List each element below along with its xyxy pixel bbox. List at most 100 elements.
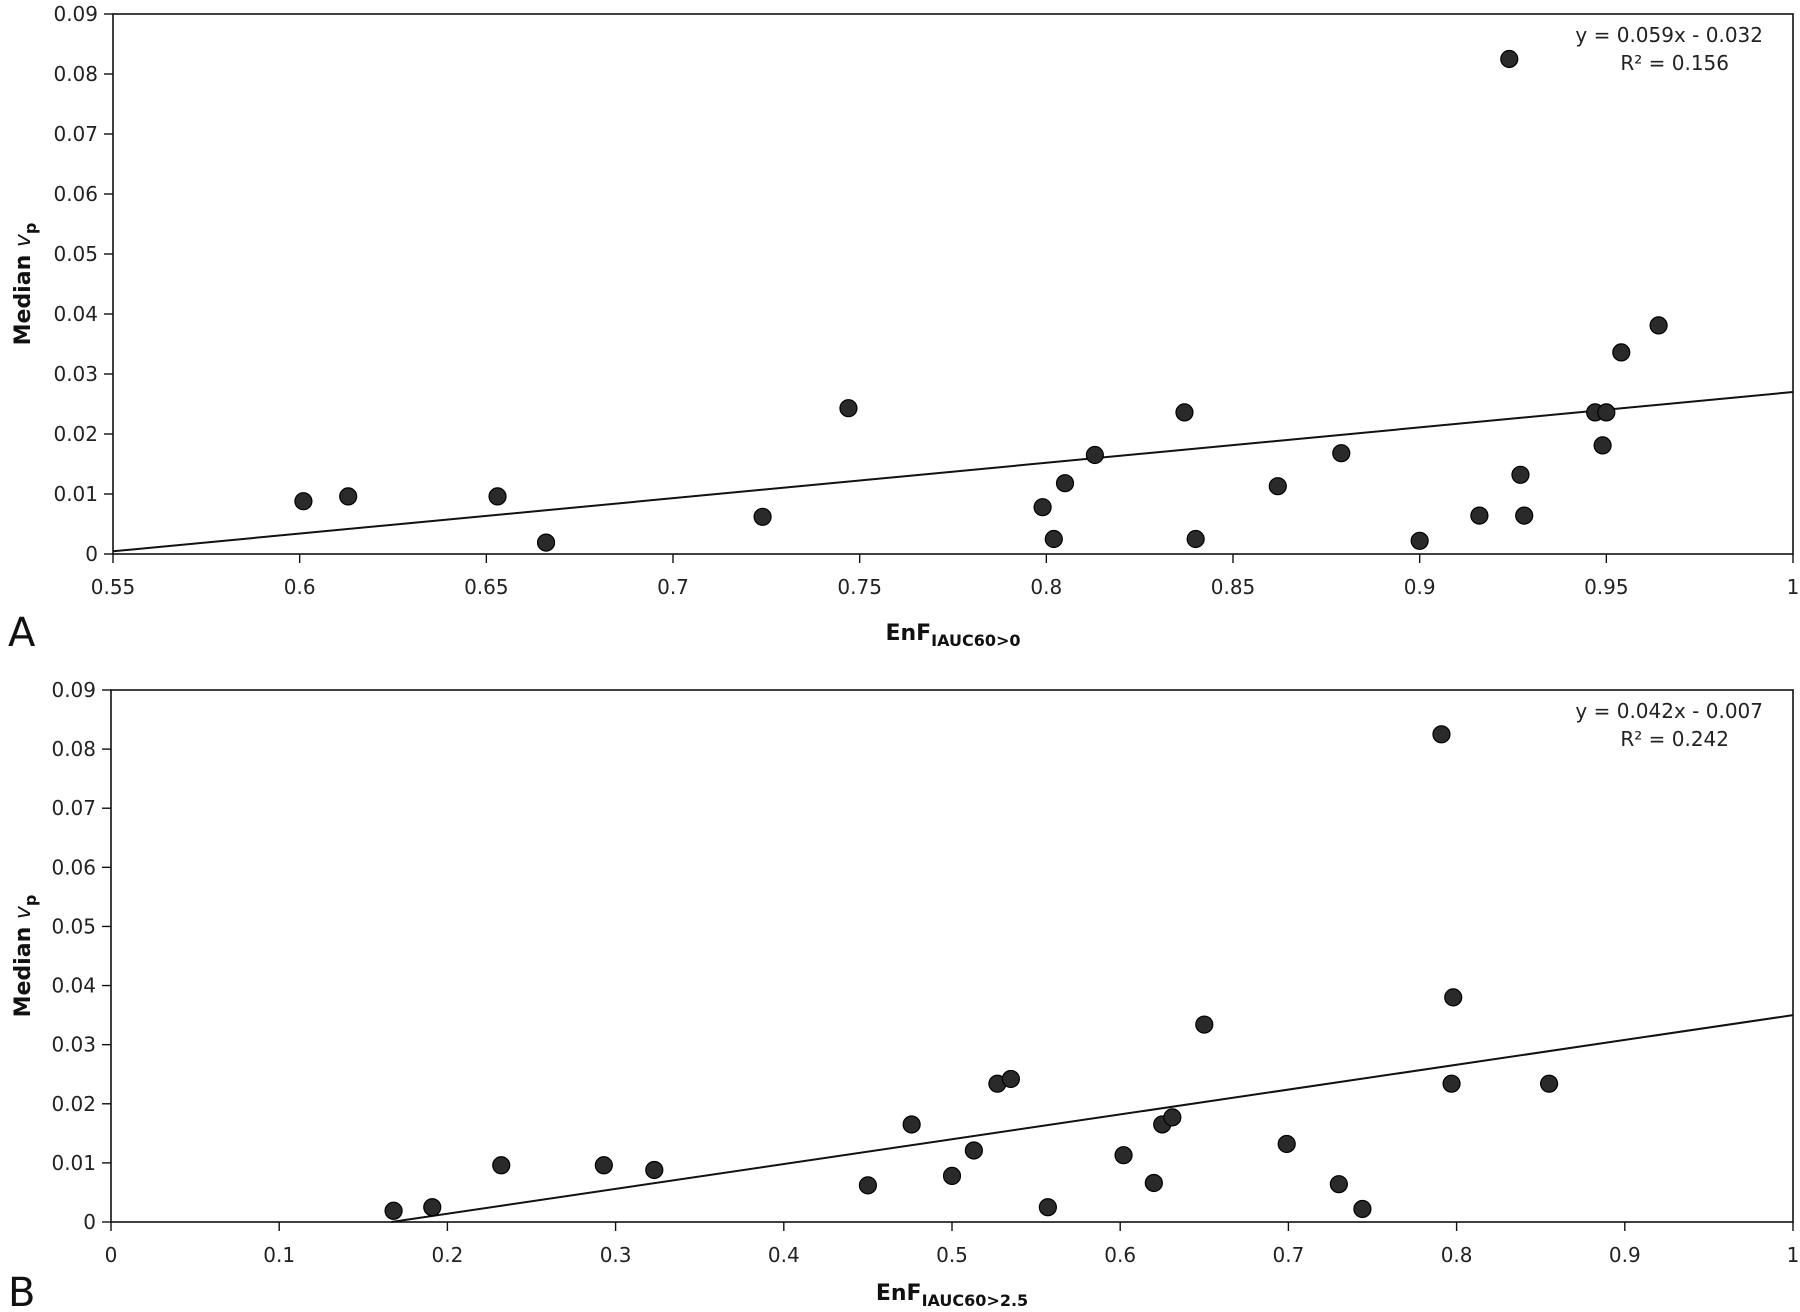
data-point bbox=[1649, 316, 1668, 335]
y-axis-title-sub: p bbox=[21, 895, 40, 906]
y-tick-label: 0.01 bbox=[53, 482, 98, 506]
x-tick-label: 0.5 bbox=[936, 1243, 968, 1267]
r-squared-label: R² = 0.242 bbox=[1620, 727, 1729, 751]
y-tick-label: 0.04 bbox=[51, 974, 96, 998]
data-point bbox=[536, 533, 556, 552]
data-point bbox=[1175, 403, 1194, 422]
x-tick-label: 0.3 bbox=[600, 1243, 632, 1267]
data-point bbox=[1033, 498, 1052, 517]
y-axis-title-main: Median bbox=[11, 919, 36, 1017]
r-squared-label: R² = 0.156 bbox=[1620, 51, 1729, 75]
trendline bbox=[112, 391, 1794, 553]
data-point bbox=[488, 487, 507, 506]
data-point bbox=[594, 1156, 613, 1175]
data-point bbox=[1114, 1146, 1133, 1165]
y-tick-label: 0.09 bbox=[51, 678, 96, 702]
data-point bbox=[492, 1156, 511, 1175]
y-tick-label: 0.06 bbox=[53, 182, 98, 206]
y-tick-label: 0 bbox=[85, 542, 98, 566]
trendline-equation: y = 0.042x - 0.007 bbox=[1575, 699, 1763, 723]
data-point bbox=[902, 1115, 921, 1134]
data-point bbox=[1515, 506, 1534, 525]
x-axis-title-main: EnF bbox=[885, 621, 931, 646]
data-point bbox=[423, 1198, 442, 1217]
data-point bbox=[1277, 1134, 1296, 1154]
x-tick-label: 0.95 bbox=[1584, 575, 1629, 599]
data-point bbox=[1329, 1175, 1348, 1194]
data-point bbox=[1432, 725, 1451, 744]
x-tick-label: 0.8 bbox=[1030, 575, 1062, 599]
x-tick-label: 0.7 bbox=[657, 575, 689, 599]
data-point bbox=[1085, 445, 1104, 465]
y-axis-title-var: v bbox=[11, 233, 36, 247]
data-point bbox=[294, 492, 313, 511]
y-axis-title: Median vp bbox=[11, 895, 40, 1018]
data-point bbox=[1500, 49, 1519, 69]
x-axis-title-sub: IAUC60>2.5 bbox=[922, 1291, 1029, 1310]
data-point bbox=[1186, 529, 1205, 549]
y-tick-label: 0.08 bbox=[53, 62, 98, 86]
x-tick-label: 0.6 bbox=[284, 575, 316, 599]
data-point bbox=[1001, 1069, 1020, 1089]
x-tick-label: 1 bbox=[1787, 575, 1800, 599]
y-tick-label: 0.05 bbox=[53, 242, 98, 266]
data-point bbox=[1332, 444, 1351, 463]
y-axis-title: Median vp bbox=[11, 223, 40, 346]
x-tick-label: 0.9 bbox=[1404, 575, 1436, 599]
trendline-equation: y = 0.059x - 0.032 bbox=[1575, 23, 1763, 47]
x-axis-title: EnFIAUC60>0 bbox=[885, 621, 1020, 650]
data-point bbox=[384, 1201, 403, 1220]
data-point bbox=[1470, 506, 1489, 525]
y-tick-label: 0.05 bbox=[51, 914, 96, 938]
y-tick-label: 0 bbox=[83, 1210, 96, 1234]
chart-panel-b: 0 0.01 0.02 0.03 0.04 0.05 0.06 0.07 0.08 0.09 0 0.… bbox=[8, 678, 1799, 1312]
y-tick-label: 0.03 bbox=[51, 1033, 96, 1057]
data-point bbox=[753, 507, 772, 526]
x-tick-label: 0.7 bbox=[1272, 1243, 1304, 1267]
x-tick-label: 1 bbox=[1787, 1243, 1800, 1267]
y-axis-title-var: v bbox=[11, 905, 36, 919]
panel-label: A bbox=[8, 610, 36, 656]
y-tick-label: 0.07 bbox=[51, 796, 96, 820]
data-point bbox=[645, 1160, 664, 1180]
data-point bbox=[1511, 465, 1530, 484]
y-tick-label: 0.02 bbox=[53, 422, 98, 446]
y-tick-label: 0.09 bbox=[53, 2, 98, 26]
y-tick-label: 0.03 bbox=[53, 362, 98, 386]
data-point bbox=[1055, 474, 1075, 493]
data-point bbox=[1038, 1198, 1057, 1217]
y-tick-label: 0.06 bbox=[51, 855, 96, 879]
data-point bbox=[1410, 531, 1429, 550]
data-point bbox=[1353, 1199, 1372, 1219]
x-tick-label: 0.65 bbox=[464, 575, 509, 599]
y-tick-label: 0.04 bbox=[53, 302, 98, 326]
x-tick-label: 0.1 bbox=[263, 1243, 295, 1267]
data-point bbox=[339, 487, 358, 506]
panel-label: B bbox=[8, 1270, 35, 1312]
trendline bbox=[391, 1014, 1794, 1223]
y-tick-label: 0.07 bbox=[53, 122, 98, 146]
chart-panel-a: 0 0.01 0.02 0.03 0.04 0.05 0.06 0.07 0.08 0.09 0.5… bbox=[8, 2, 1799, 656]
x-axis-title-main: EnF bbox=[876, 1281, 922, 1306]
x-axis-title-sub: IAUC60>0 bbox=[931, 631, 1020, 650]
y-tick-label: 0.01 bbox=[51, 1151, 96, 1175]
x-tick-label: 0 bbox=[105, 1243, 118, 1267]
x-tick-label: 0.6 bbox=[1104, 1243, 1136, 1267]
data-point bbox=[1597, 403, 1616, 422]
y-axis-title-sub: p bbox=[21, 223, 40, 234]
x-tick-label: 0.85 bbox=[1211, 575, 1256, 599]
data-point bbox=[1593, 436, 1612, 455]
plot-area-frame bbox=[112, 13, 1794, 555]
data-point bbox=[1444, 988, 1463, 1007]
x-tick-label: 0.75 bbox=[837, 575, 882, 599]
data-point bbox=[1195, 1015, 1214, 1034]
data-point bbox=[1163, 1108, 1182, 1127]
data-point bbox=[964, 1141, 983, 1160]
data-point bbox=[1144, 1173, 1163, 1193]
x-tick-label: 0.55 bbox=[91, 575, 136, 599]
data-point bbox=[1540, 1074, 1559, 1093]
x-axis-title: EnFIAUC60>2.5 bbox=[876, 1281, 1028, 1310]
x-tick-label: 0.4 bbox=[768, 1243, 800, 1267]
